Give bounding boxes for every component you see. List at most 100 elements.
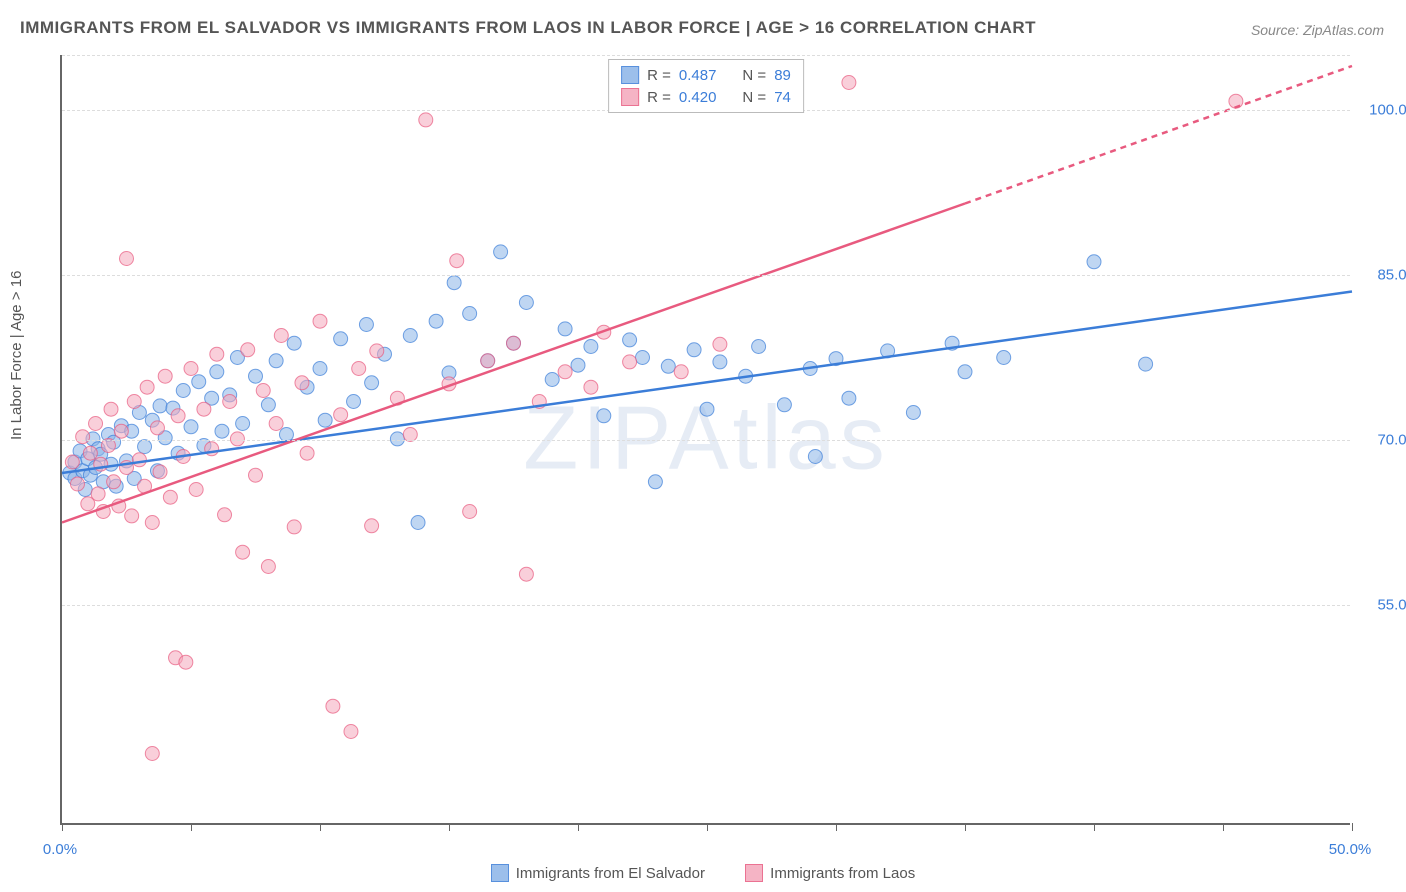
data-point: [326, 699, 340, 713]
data-point: [125, 509, 139, 523]
data-point: [223, 395, 237, 409]
trend-line: [62, 204, 965, 523]
data-point: [261, 560, 275, 574]
x-tick: [449, 823, 450, 831]
data-point: [842, 76, 856, 90]
data-point: [463, 505, 477, 519]
data-point: [1087, 255, 1101, 269]
data-point: [334, 332, 348, 346]
data-point: [163, 490, 177, 504]
gridline-h: [62, 440, 1350, 441]
data-point: [359, 318, 373, 332]
swatch-series2-icon: [745, 864, 763, 882]
x-tick: [836, 823, 837, 831]
chart-source: Source: ZipAtlas.com: [1251, 22, 1384, 38]
swatch-series1-icon: [491, 864, 509, 882]
data-point: [70, 477, 84, 491]
data-point: [687, 343, 701, 357]
data-point: [236, 417, 250, 431]
data-point: [447, 276, 461, 290]
data-point: [89, 417, 103, 431]
data-point: [91, 487, 105, 501]
data-point: [636, 351, 650, 365]
data-point: [352, 362, 366, 376]
data-point: [261, 398, 275, 412]
gridline-h: [62, 275, 1350, 276]
data-point: [463, 307, 477, 321]
data-point: [318, 413, 332, 427]
x-tick-label: 50.0%: [1329, 841, 1372, 858]
x-tick: [62, 823, 63, 831]
legend-label-1: Immigrants from El Salvador: [516, 865, 705, 882]
y-tick-label: 70.0%: [1360, 432, 1406, 449]
data-point: [558, 365, 572, 379]
data-point: [65, 455, 79, 469]
legend-item-series2: Immigrants from Laos: [745, 864, 915, 882]
data-point: [249, 369, 263, 383]
legend-correlation: R = 0.487 N = 89 R = 0.420 N = 74: [608, 59, 804, 113]
data-point: [365, 376, 379, 390]
n-label: N =: [742, 89, 766, 106]
x-tick: [965, 823, 966, 831]
data-point: [158, 369, 172, 383]
x-tick-label: 0.0%: [43, 841, 77, 858]
data-point: [145, 747, 159, 761]
data-point: [1139, 357, 1153, 371]
data-point: [179, 655, 193, 669]
swatch-series2: [621, 88, 639, 106]
data-point: [138, 440, 152, 454]
data-point: [192, 375, 206, 389]
data-point: [661, 359, 675, 373]
legend-series: Immigrants from El Salvador Immigrants f…: [0, 864, 1406, 886]
legend-row-series1: R = 0.487 N = 89: [621, 64, 791, 86]
y-tick-label: 85.0%: [1360, 267, 1406, 284]
legend-label-2: Immigrants from Laos: [770, 865, 915, 882]
n-label: N =: [742, 67, 766, 84]
data-point: [842, 391, 856, 405]
data-point: [210, 347, 224, 361]
legend-row-series2: R = 0.420 N = 74: [621, 86, 791, 108]
data-point: [519, 567, 533, 581]
data-point: [120, 252, 134, 266]
x-tick: [1352, 823, 1353, 831]
data-point: [176, 384, 190, 398]
data-point: [558, 322, 572, 336]
x-tick: [707, 823, 708, 831]
data-point: [623, 333, 637, 347]
data-point: [390, 432, 404, 446]
data-point: [334, 408, 348, 422]
data-point: [145, 516, 159, 530]
data-point: [114, 424, 128, 438]
data-point: [584, 340, 598, 354]
swatch-series1: [621, 66, 639, 84]
data-point: [777, 398, 791, 412]
data-point: [184, 362, 198, 376]
data-point: [132, 453, 146, 467]
data-point: [256, 384, 270, 398]
data-point: [674, 365, 688, 379]
data-point: [153, 399, 167, 413]
data-point: [313, 362, 327, 376]
data-point: [104, 402, 118, 416]
data-point: [419, 113, 433, 127]
r-value-1: 0.487: [679, 67, 717, 84]
data-point: [189, 483, 203, 497]
data-point: [597, 409, 611, 423]
y-axis-label: In Labor Force | Age > 16: [8, 271, 25, 440]
data-point: [429, 314, 443, 328]
chart-title: IMMIGRANTS FROM EL SALVADOR VS IMMIGRANT…: [20, 18, 1036, 38]
data-point: [519, 296, 533, 310]
n-value-1: 89: [774, 67, 791, 84]
data-point: [958, 365, 972, 379]
data-point: [287, 520, 301, 534]
data-point: [713, 337, 727, 351]
data-point: [403, 329, 417, 343]
data-point: [713, 355, 727, 369]
data-point: [127, 395, 141, 409]
data-point: [274, 329, 288, 343]
data-point: [313, 314, 327, 328]
data-point: [230, 432, 244, 446]
y-tick-label: 100.0%: [1360, 102, 1406, 119]
data-point: [481, 354, 495, 368]
data-point: [218, 508, 232, 522]
